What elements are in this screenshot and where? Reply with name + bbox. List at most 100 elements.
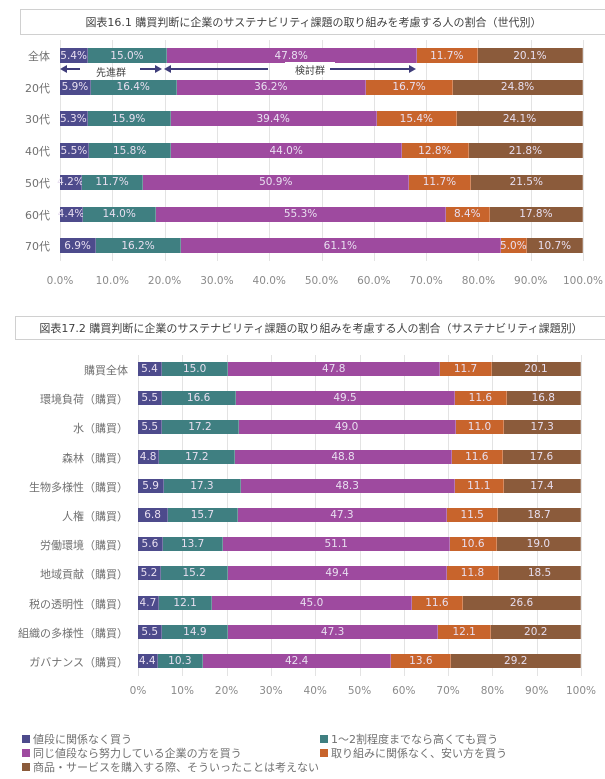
category-label: 20代 xyxy=(25,81,50,95)
stacked-bar: 4.4% 14.0% 55.3% 8.4% 17.8% xyxy=(57,206,583,222)
x-tick-label: 50.0% xyxy=(304,275,339,287)
legend-label: 値段に関係なく買う xyxy=(33,733,132,746)
considering-group-label: 検討群 xyxy=(285,62,335,77)
legend-label: 1～2割程度までなら高くても買う xyxy=(331,733,499,746)
stacked-bar: 4.2% 11.7% 50.9% 11.7% 21.5% xyxy=(57,174,583,190)
x-tick-label: 10% xyxy=(170,685,194,697)
x-tick-label: 0% xyxy=(129,685,147,697)
bar-segment: 5.9% xyxy=(60,79,91,95)
bar-segment: 47.8 xyxy=(228,362,441,376)
bar-segment: 21.8% xyxy=(468,143,583,159)
bar-segment: 16.4% xyxy=(90,79,177,95)
stacked-bar: 5.4 15.0 47.8 11.7 20.1 xyxy=(138,362,581,376)
bar-segment: 45.0 xyxy=(212,595,412,610)
bar-segment: 5.3% xyxy=(60,111,88,127)
legend-swatch xyxy=(320,749,328,757)
bar-segment: 10.6 xyxy=(449,537,497,552)
legend-label: 同じ値段なら努力している企業の方を買う xyxy=(33,747,242,760)
bar-segment: 11.8 xyxy=(446,566,500,581)
bar-segment: 18.7 xyxy=(498,508,581,522)
bar-segment: 17.8% xyxy=(489,206,583,222)
x-tick-label: 60.0% xyxy=(357,275,391,287)
category-label: 50代 xyxy=(25,176,50,190)
arrow-left-icon xyxy=(164,65,171,73)
bar-segment: 8.4% xyxy=(445,206,490,222)
bar-segment: 17.2 xyxy=(162,420,239,435)
x-tick-label: 30% xyxy=(259,685,283,697)
bar-segment: 15.7 xyxy=(168,508,238,522)
bar-segment: 20.1 xyxy=(491,362,581,376)
legend-item: 取り組みに関係なく、安い方を買う xyxy=(320,745,507,761)
category-label: 地域貢献（購買） xyxy=(40,568,128,582)
bar-segment: 15.8% xyxy=(88,143,172,159)
bar-segment: 16.7% xyxy=(365,79,454,95)
bar-segment: 26.6 xyxy=(463,595,581,610)
bar-segment: 16.8 xyxy=(506,391,581,406)
x-tick-label: 80% xyxy=(480,685,505,697)
bar-segment: 4.4% xyxy=(57,206,85,222)
bar-segment: 5.6 xyxy=(138,537,163,552)
bar-segment: 11.1 xyxy=(454,478,504,493)
x-tick-label: 30.0% xyxy=(200,275,234,287)
bar-segment: 5.9 xyxy=(138,478,165,493)
stacked-bar: 4.4 10.3 42.4 13.6 29.2 xyxy=(138,654,581,668)
stacked-bar: 5.5 14.9 47.3 12.1 20.2 xyxy=(138,624,581,639)
x-tick-label: 90% xyxy=(525,685,549,697)
legend-item: 値段に関係なく買う xyxy=(22,731,132,747)
bar-segment: 44.0% xyxy=(171,143,402,159)
bar-segment: 47.3 xyxy=(228,624,438,639)
bar-segment: 11.0 xyxy=(455,420,505,435)
bar-segment: 14.0% xyxy=(83,206,157,222)
legend-swatch xyxy=(22,735,30,743)
x-tick-label: 70.0% xyxy=(409,275,443,287)
bar-segment: 17.2 xyxy=(159,449,236,464)
category-label: 労働環境（購買） xyxy=(40,539,128,553)
bar-segment: 14.9 xyxy=(162,624,229,639)
arrow-left-icon xyxy=(60,65,67,73)
x-tick-label: 40% xyxy=(303,685,327,697)
bar-segment: 39.4% xyxy=(170,111,377,127)
bar-segment: 5.4 xyxy=(138,362,162,376)
chart2-plot: 0% 10% 20% 30% 40% 50% 60% 70% 80% 90% 100% 購買全体 5.4… xyxy=(18,355,596,697)
bar-segment: 18.5 xyxy=(499,566,581,581)
bar-segment: 11.7% xyxy=(81,174,144,190)
bar-segment: 15.2 xyxy=(161,566,229,581)
bar-segment: 5.2 xyxy=(138,566,161,581)
category-label: 環境負荷（購買） xyxy=(40,393,128,407)
arrow-line xyxy=(140,68,156,70)
bar-segment: 17.3 xyxy=(504,420,581,435)
x-tick-label: 50% xyxy=(347,685,372,697)
bar-segment: 29.2 xyxy=(451,654,581,668)
bar-segment: 15.0% xyxy=(88,48,167,63)
bar-segment: 11.7 xyxy=(440,362,492,376)
x-tick-label: 20.0% xyxy=(147,275,182,287)
legend-label: 商品・サービスを購入する際、そういったことは考えない xyxy=(33,761,319,774)
bar-segment: 11.6 xyxy=(455,391,507,406)
bar-segment: 21.5% xyxy=(470,174,583,190)
stacked-bar: 5.5% 15.8% 44.0% 12.8% 21.8% xyxy=(60,143,583,159)
bar-segment: 49.0 xyxy=(238,420,456,435)
bar-segment: 50.9% xyxy=(143,174,410,190)
category-label: ガバナンス（購買） xyxy=(29,656,128,669)
category-label: 水（購買） xyxy=(73,422,128,436)
bar-segment: 16.2% xyxy=(96,238,181,254)
bar-segment: 47.3 xyxy=(237,508,448,522)
x-tick-label: 100.0% xyxy=(562,275,604,287)
bar-segment: 49.4 xyxy=(228,566,447,581)
gridline xyxy=(581,355,582,676)
bar-segment: 12.8% xyxy=(401,143,469,159)
category-label: 60代 xyxy=(25,208,50,222)
bar-segment: 5.0% xyxy=(500,238,527,254)
stacked-bar: 5.6 13.7 51.1 10.6 19.0 xyxy=(138,537,581,552)
stacked-bar: 5.2 15.2 49.4 11.8 18.5 xyxy=(138,566,581,581)
legend-item: 商品・サービスを購入する際、そういったことは考えない xyxy=(22,759,319,775)
stacked-bar: 5.5 17.2 49.0 11.0 17.3 xyxy=(138,420,581,435)
bar-segment: 10.7% xyxy=(526,238,583,254)
leading-group-label: 先進群 xyxy=(96,68,126,79)
stacked-bar: 5.9% 16.4% 36.2% 16.7% 24.8% xyxy=(60,79,583,95)
category-label: 購買全体 xyxy=(84,364,128,377)
bar-segment: 13.6 xyxy=(391,654,452,668)
arrow-right-icon xyxy=(409,65,416,73)
bar-segment: 51.1 xyxy=(223,537,450,552)
bar-segment: 48.3 xyxy=(240,478,455,493)
